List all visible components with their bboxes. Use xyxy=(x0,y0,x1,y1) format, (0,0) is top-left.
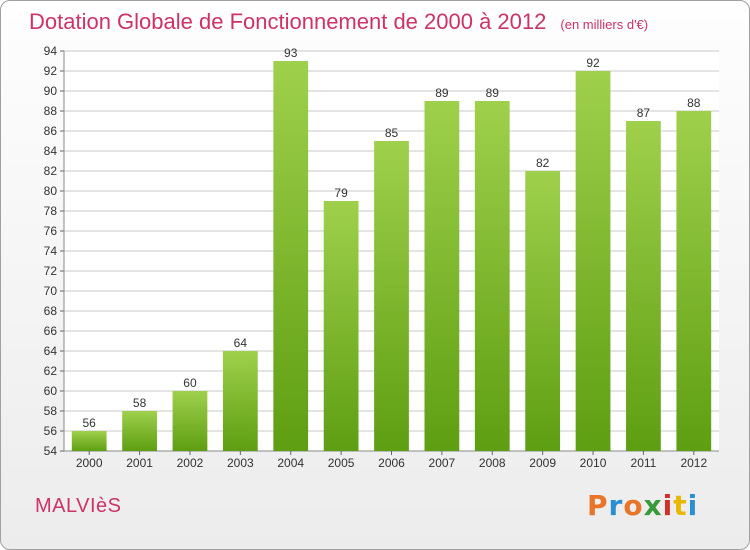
bar-value-label: 93 xyxy=(284,46,298,60)
bar-value-label: 64 xyxy=(234,336,248,350)
y-tick-label: 70 xyxy=(44,284,58,298)
y-tick-label: 92 xyxy=(44,64,58,78)
proxiti-logo[interactable]: Proxiti xyxy=(587,489,698,522)
bar xyxy=(323,201,359,451)
bar xyxy=(525,171,561,451)
y-tick-label: 68 xyxy=(44,304,58,318)
bar xyxy=(71,431,107,451)
x-tick-label: 2003 xyxy=(227,456,254,470)
logo-letter: i xyxy=(687,489,699,522)
bar xyxy=(474,101,510,451)
bar xyxy=(626,121,661,451)
bar-value-label: 92 xyxy=(586,56,600,70)
y-tick-label: 86 xyxy=(44,124,58,138)
y-tick-label: 82 xyxy=(44,164,58,178)
bar xyxy=(122,411,157,451)
bar xyxy=(676,111,712,451)
y-tick-label: 80 xyxy=(44,184,58,198)
y-tick-label: 84 xyxy=(44,144,58,158)
x-tick-label: 2002 xyxy=(177,456,204,470)
commune-name: MALVIèS xyxy=(35,495,122,517)
x-tick-label: 2012 xyxy=(680,456,707,470)
bar xyxy=(172,391,208,451)
y-tick-label: 74 xyxy=(44,244,58,258)
y-tick-label: 72 xyxy=(44,264,58,278)
bar-value-label: 79 xyxy=(334,186,348,200)
chart-title-line: Dotation Globale de Fonctionnement de 20… xyxy=(29,9,648,35)
y-tick-label: 64 xyxy=(44,344,58,358)
y-tick-label: 58 xyxy=(44,404,58,418)
x-tick-label: 2005 xyxy=(328,456,355,470)
y-tick-label: 56 xyxy=(44,424,58,438)
y-tick-label: 94 xyxy=(44,44,58,58)
bar-value-label: 89 xyxy=(486,86,500,100)
chart-title: Dotation Globale de Fonctionnement de 20… xyxy=(29,9,547,34)
bar xyxy=(374,141,409,451)
y-tick-label: 78 xyxy=(44,204,58,218)
x-tick-label: 2011 xyxy=(631,456,657,470)
x-tick-label: 2007 xyxy=(429,456,456,470)
logo-letter: P xyxy=(587,489,609,522)
logo-letter: i xyxy=(662,489,674,522)
y-tick-label: 76 xyxy=(44,224,58,238)
bar xyxy=(424,101,460,451)
x-tick-label: 2009 xyxy=(529,456,556,470)
x-tick-label: 2001 xyxy=(126,456,153,470)
logo-letter: x xyxy=(643,489,663,522)
logo-letter: r xyxy=(608,489,624,522)
bar xyxy=(273,61,309,451)
bar xyxy=(575,71,611,451)
y-tick-label: 88 xyxy=(44,104,58,118)
y-tick-label: 60 xyxy=(44,384,58,398)
bar-value-label: 60 xyxy=(183,376,197,390)
y-tick-label: 66 xyxy=(44,324,58,338)
bar-value-label: 89 xyxy=(435,86,449,100)
logo-letter: t xyxy=(673,489,688,522)
x-tick-label: 2008 xyxy=(479,456,506,470)
bar-value-label: 88 xyxy=(687,96,701,110)
logo-letter: o xyxy=(623,489,644,522)
x-tick-label: 2010 xyxy=(580,456,607,470)
bar-value-label: 85 xyxy=(385,126,399,140)
bar-value-label: 82 xyxy=(536,156,550,170)
bar xyxy=(222,351,258,451)
bar-value-label: 87 xyxy=(637,106,651,120)
x-tick-label: 2004 xyxy=(277,456,304,470)
y-tick-label: 90 xyxy=(44,84,58,98)
y-tick-label: 54 xyxy=(44,444,58,458)
x-tick-label: 2006 xyxy=(378,456,405,470)
x-tick-label: 2000 xyxy=(76,456,103,470)
y-tick-label: 62 xyxy=(44,364,58,378)
bar-value-label: 58 xyxy=(133,396,147,410)
bar-value-label: 56 xyxy=(83,416,97,430)
chart-unit: (en milliers d'€) xyxy=(560,17,649,32)
